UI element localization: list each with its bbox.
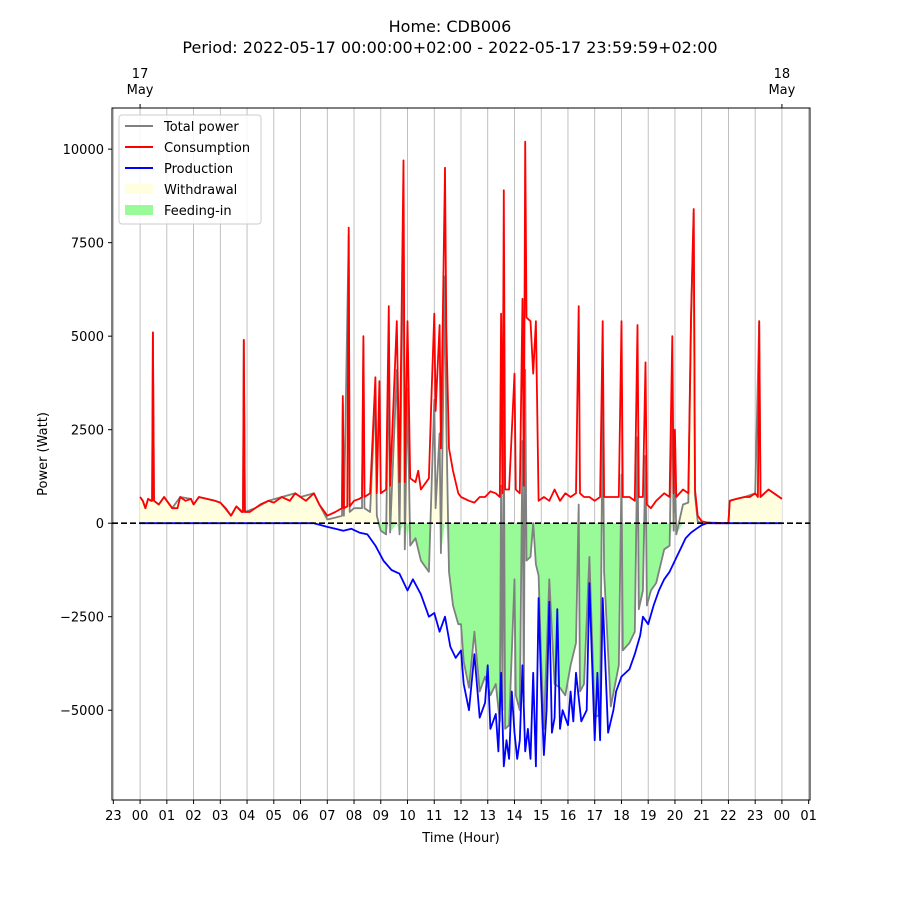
x-tick-label-9: 08 <box>346 809 363 824</box>
y-tick-label-5: 7500 <box>71 237 104 252</box>
x-tick-label-8: 07 <box>319 809 336 824</box>
series-line-consumption <box>139 140 783 525</box>
x-tick-label-15: 14 <box>506 809 523 824</box>
x-tick-label-21: 20 <box>667 809 684 824</box>
legend-swatch-feeding-in <box>125 205 153 215</box>
x-tick-label-14: 13 <box>479 809 496 824</box>
legend-label-withdrawal: Withdrawal <box>164 183 237 198</box>
x-tick-label-5: 04 <box>239 809 256 824</box>
x-tick-label-20: 19 <box>640 809 657 824</box>
top-tick-month-0: May <box>127 83 154 98</box>
x-tick-label-2: 01 <box>159 809 176 824</box>
top-tick-day-1: 18 <box>774 67 791 82</box>
x-tick-label-16: 15 <box>533 809 550 824</box>
x-tick-label-0: 23 <box>105 809 122 824</box>
feeding-in-area <box>140 523 782 729</box>
y-tick-label-0: −5000 <box>60 704 104 719</box>
x-tick-label-1: 00 <box>132 809 149 824</box>
x-tick-label-26: 01 <box>800 809 817 824</box>
legend: Total power Consumption Production Withdraw… <box>118 114 262 225</box>
x-tick-label-18: 17 <box>586 809 603 824</box>
series-lines <box>139 140 783 768</box>
legend-box <box>118 114 262 225</box>
chart-subtitle: Period: 2022-05-17 00:00:00+02:00 - 2022… <box>182 38 717 57</box>
legend-label-production: Production <box>164 162 233 177</box>
x-tick-label-7: 06 <box>292 809 309 824</box>
x-tick-label-19: 18 <box>613 809 630 824</box>
series-line-total-power <box>139 208 783 730</box>
top-tick-day-0: 17 <box>132 67 149 82</box>
legend-label-feeding-in: Feeding-in <box>164 204 232 219</box>
x-tick-label-12: 11 <box>426 809 443 824</box>
x-axis-ticks: 23 00 01 02 03 04 05 06 07 08 09 10 11 12 13 14 15 16 17 18… <box>105 800 817 824</box>
x-axis-label: Time (Hour) <box>421 831 499 846</box>
y-axis-ticks: −5000 −2500 0 2500 5000 7500 10000 <box>60 143 112 719</box>
x-tick-label-25: 00 <box>774 809 791 824</box>
series-line-production <box>140 522 782 768</box>
y-tick-label-2: 0 <box>96 517 104 532</box>
x-tick-label-11: 10 <box>399 809 416 824</box>
top-tick-month-1: May <box>768 83 795 98</box>
x-tick-label-17: 16 <box>560 809 577 824</box>
x-tick-label-3: 02 <box>185 809 202 824</box>
x-tick-label-6: 05 <box>266 809 283 824</box>
y-tick-label-6: 10000 <box>63 143 104 158</box>
y-axis-label: Power (Watt) <box>36 412 51 496</box>
x-tick-label-10: 09 <box>372 809 389 824</box>
x-tick-label-13: 12 <box>453 809 470 824</box>
y-tick-label-1: −2500 <box>60 611 104 626</box>
fill-areas <box>140 208 782 729</box>
y-tick-label-4: 5000 <box>71 330 104 345</box>
x-tick-label-24: 23 <box>747 809 764 824</box>
x-tick-label-22: 21 <box>693 809 710 824</box>
legend-swatch-withdrawal <box>125 184 153 194</box>
legend-label-consumption: Consumption <box>164 141 250 156</box>
chart-title: Home: CDB006 <box>389 17 512 36</box>
x-tick-label-4: 03 <box>212 809 229 824</box>
legend-label-total-power: Total power <box>163 120 239 135</box>
y-tick-label-3: 2500 <box>71 424 104 439</box>
x-tick-label-23: 22 <box>720 809 737 824</box>
